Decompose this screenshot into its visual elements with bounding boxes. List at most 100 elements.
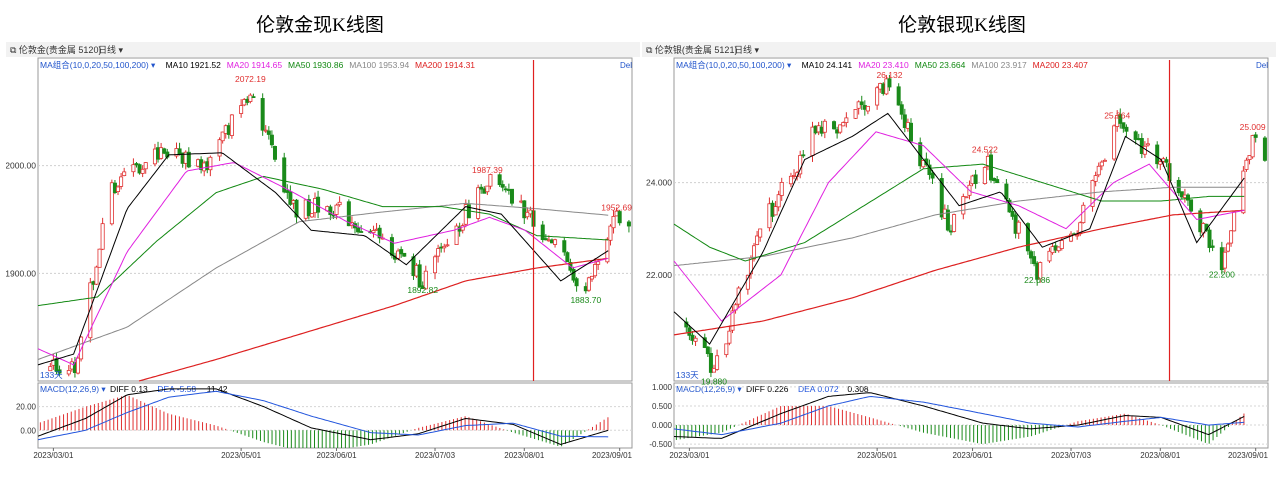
price-plot-frame <box>673 57 1269 382</box>
candle-down <box>702 337 707 348</box>
candle-up <box>1038 262 1043 280</box>
period-selector: 日线 ▾ <box>734 44 760 55</box>
date-tick-label: 2023/08/01 <box>1140 451 1181 460</box>
candle-down <box>522 200 527 219</box>
candle-up <box>838 124 843 133</box>
candle-up <box>788 175 793 185</box>
gold-kline-chart: ⧉ 伦敦金(贵金属 5120)日线 ▾ MA组合(10,0,20,50,100,2… <box>5 42 640 475</box>
corner-tag: Del <box>1256 61 1268 70</box>
candle-up <box>841 122 846 127</box>
candle-up <box>596 261 601 265</box>
candle-up <box>1244 159 1249 170</box>
candle-down <box>356 227 361 233</box>
candle-up <box>433 256 438 274</box>
candle-up <box>822 120 827 133</box>
macd-legend-label: MACD(12,26,9) ▾ <box>40 384 106 394</box>
candle-up <box>1059 240 1064 249</box>
candle-up <box>1247 155 1252 160</box>
candle-down <box>973 174 978 184</box>
candle-down <box>57 369 62 374</box>
toolbar-background <box>6 42 640 57</box>
candle-up <box>952 214 957 232</box>
candle-up <box>553 239 558 245</box>
candle-down <box>1210 245 1215 248</box>
candle-up <box>1232 211 1237 232</box>
candle-down <box>1004 183 1009 200</box>
candle-up <box>396 250 401 259</box>
candle-up <box>309 213 314 218</box>
candle-up <box>208 156 213 171</box>
ma10-line <box>37 152 609 366</box>
candle-down <box>1198 210 1203 233</box>
macd-legend-value: 0.308 <box>847 384 869 394</box>
candle-down <box>1118 114 1123 124</box>
legend-ma10: MA10 24.141 <box>802 60 853 70</box>
candle-down <box>687 327 692 336</box>
date-tick-label: 2023/05/01 <box>221 451 262 460</box>
candle-up <box>229 114 234 136</box>
candle-down <box>939 178 944 218</box>
candle-down <box>1121 122 1126 129</box>
candle-down <box>1189 199 1194 212</box>
macd-tick-label: 0.500 <box>652 402 673 411</box>
macd-tick-label: -0.500 <box>649 440 672 449</box>
ma10-line <box>673 112 1245 345</box>
candle-down <box>1164 159 1169 163</box>
candle-up <box>1069 233 1074 242</box>
candle-up <box>776 194 781 208</box>
high-annotation: 25.264 <box>1104 110 1130 120</box>
high-annotation: 1952.69 <box>601 203 632 213</box>
symbol-label: ⧉ 伦敦银(贵金属 5121) <box>646 44 737 55</box>
symbol-label: ⧉ 伦敦金(贵金属 5120) <box>10 44 101 55</box>
macd-dea-line <box>673 395 1245 436</box>
candle-up <box>1225 243 1230 252</box>
candle-down <box>162 148 167 154</box>
ma100-line <box>37 202 609 360</box>
candle-down <box>565 252 570 263</box>
candle-down <box>288 191 293 205</box>
high-annotation: 2072.19 <box>235 74 266 84</box>
candle-up <box>964 196 969 199</box>
candle-down <box>930 172 935 179</box>
candle-up <box>371 230 376 234</box>
candle-down <box>571 268 576 281</box>
candle-down <box>269 134 274 146</box>
date-tick-label: 2023/07/03 <box>1051 451 1092 460</box>
toolbar-background <box>642 42 1276 57</box>
panel-background <box>6 42 640 475</box>
candle-down <box>899 104 904 115</box>
candle-down <box>251 96 256 99</box>
macd-tick-label: 0.000 <box>652 421 673 430</box>
candle-down <box>377 227 382 239</box>
candle-up <box>1229 230 1234 244</box>
date-tick-label: 2023/03/01 <box>669 451 710 460</box>
candle-down <box>902 114 907 129</box>
macd-legend-label: MACD(12,26,9) ▾ <box>676 384 742 394</box>
candle-up <box>94 266 99 285</box>
candle-up <box>1047 250 1052 262</box>
macd-tick-label: 20.00 <box>16 403 37 412</box>
candle-up <box>1145 143 1150 146</box>
candle-up <box>1102 159 1107 162</box>
silver-kline-chart: ⧉ 伦敦银(贵金属 5121)日线 ▾ MA组合(10,0,20,50,100,2… <box>642 42 1276 475</box>
candle-up <box>445 244 450 247</box>
candle-down <box>1029 251 1034 259</box>
candle-up <box>1093 175 1098 182</box>
candle-up <box>485 185 490 193</box>
candle-down <box>995 179 1000 184</box>
legend-group: MA组合(10,0,20,50,100,200) ▾ <box>40 60 156 70</box>
candle-up <box>727 330 732 344</box>
candle-down <box>359 231 364 233</box>
candle-down <box>346 201 351 227</box>
candle-up <box>239 105 244 114</box>
date-tick-label: 2023/03/01 <box>33 451 74 460</box>
candle-down <box>272 146 277 160</box>
ma50-line <box>673 163 1245 262</box>
candle-down <box>306 199 311 216</box>
candle-down <box>1124 126 1129 132</box>
macd-legend-diff: DIFF 0.13 <box>110 384 148 394</box>
candle-down <box>402 252 407 257</box>
candle-down <box>389 237 394 256</box>
candle-up <box>730 310 735 331</box>
candle-up <box>589 275 594 280</box>
